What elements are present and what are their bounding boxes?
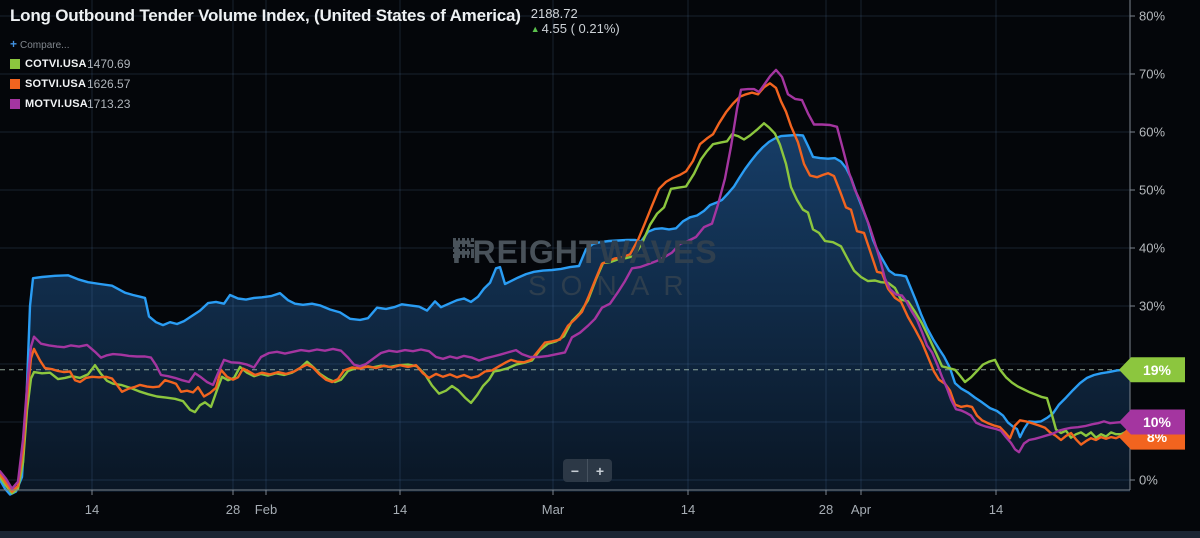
sotvi-swatch-icon: [10, 79, 20, 89]
grid: [0, 0, 1130, 490]
x-axis-label: 14: [681, 502, 695, 517]
y-axis-label: 30%: [1139, 299, 1165, 314]
legend-value: 1626.57: [87, 77, 131, 91]
y-axis-label: 80%: [1139, 9, 1165, 24]
legend-item-cotvi[interactable]: COTVI.USA 1470.69: [10, 57, 130, 71]
x-axis-label: Mar: [542, 502, 565, 517]
y-axis-label: 50%: [1139, 183, 1165, 198]
up-arrow-icon: ▲: [530, 23, 540, 34]
last-value: 2188.72: [530, 6, 578, 21]
zoom-control: − +: [563, 459, 612, 482]
y-axis-label: 70%: [1139, 67, 1165, 82]
y-axis-label: 40%: [1139, 241, 1165, 256]
page-title: Long Outbound Tender Volume Index, (Unit…: [10, 6, 521, 25]
legend-symbol: MOTVI.USA: [25, 98, 88, 110]
chart-header: Long Outbound Tender Volume Index, (Unit…: [10, 6, 620, 37]
change-text: 4.55 ( 0.21%): [541, 20, 620, 36]
change-value: ▲ 4.55 ( 0.21%): [530, 20, 620, 37]
cotvi-swatch-icon: [10, 59, 20, 69]
axis-badge-label: 19%: [1143, 362, 1172, 378]
plus-icon: +: [10, 37, 18, 51]
x-axis-label: Apr: [851, 502, 872, 517]
zoom-in-button[interactable]: +: [595, 462, 605, 479]
x-axis-label: 14: [989, 502, 1003, 517]
legend-symbol: COTVI.USA: [25, 58, 87, 70]
timeline-scrollbar[interactable]: [0, 531, 1200, 538]
legend-item-sotvi[interactable]: SOTVI.USA 1626.57: [10, 77, 130, 91]
legend-item-motvi[interactable]: MOTVI.USA 1713.23: [10, 97, 130, 111]
axis-badges: 8% 10% 19%: [1119, 357, 1185, 450]
x-axis-label: 28: [226, 502, 240, 517]
series-line-MOTVI.USA[interactable]: [0, 68, 1132, 490]
zoom-out-button[interactable]: −: [563, 459, 588, 482]
compare-legend: + Compare... COTVI.USA 1470.69 SOTVI.USA …: [10, 37, 130, 111]
compare-button[interactable]: + Compare...: [10, 37, 130, 51]
series-line-OTVI.USA[interactable]: [0, 133, 1132, 496]
x-axis-label: Feb: [255, 502, 277, 517]
legend-value: 1713.23: [87, 97, 131, 111]
x-axis-label: 14: [393, 502, 407, 517]
x-axis-label: 14: [85, 502, 99, 517]
x-axis-labels: 14 28 Feb 14 Mar 14 28 Apr 14: [85, 502, 1003, 517]
axes[interactable]: [0, 0, 1135, 495]
series-line-SOTVI.USA[interactable]: [0, 82, 1132, 493]
axis-badge-label: 10%: [1143, 414, 1172, 430]
legend-value: 1470.69: [87, 57, 131, 71]
motvi-swatch-icon: [10, 99, 20, 109]
y-axis-label: 60%: [1139, 125, 1165, 140]
x-axis-label: 28: [819, 502, 833, 517]
last-value-block: 2188.72 ▲ 4.55 ( 0.21%): [531, 6, 620, 37]
legend-symbol: SOTVI.USA: [25, 78, 87, 90]
main-series-area: [0, 134, 1130, 495]
y-axis-label: 0%: [1139, 473, 1158, 488]
compare-label: Compare...: [20, 40, 70, 51]
